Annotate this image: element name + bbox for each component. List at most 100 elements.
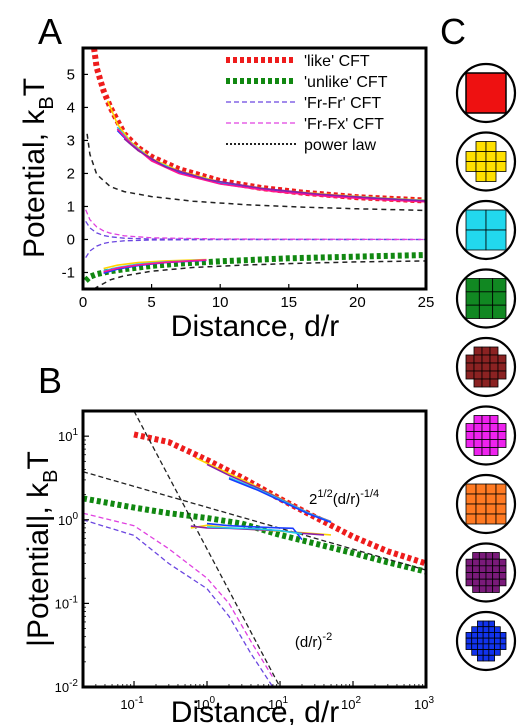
shape-cell <box>489 362 499 372</box>
shape-cell <box>498 558 507 567</box>
shape-cell <box>499 643 507 650</box>
chart-b-series-like-cft-0 <box>133 431 426 567</box>
shape-cell <box>481 362 491 372</box>
shape-cell <box>481 354 491 364</box>
chart-b-ytick-label: 10-1 <box>55 594 79 611</box>
chart-a-xtick-label: 0 <box>79 294 87 311</box>
chart-a-xtick-label: 20 <box>349 294 366 311</box>
shape-cell <box>477 654 484 662</box>
shape-cross-5 <box>455 336 517 398</box>
shape-cell <box>471 643 478 650</box>
shape-cell <box>488 643 495 650</box>
shape-cell <box>475 503 487 515</box>
shape-2x2-square <box>455 199 517 261</box>
chart-b-ytick-label: 100 <box>58 511 78 528</box>
chart-b-ylabel-main: |Potential|, k <box>22 482 55 647</box>
shape-cell <box>485 565 494 573</box>
shape-cell <box>488 637 495 645</box>
shape-cell <box>481 439 491 448</box>
shape-cell <box>478 578 487 587</box>
shape-cell <box>488 654 495 662</box>
shape-cell <box>498 578 507 587</box>
shape-cell <box>481 431 491 440</box>
chart-a-legend-label-fr-fx-cft: 'Fr-Fx' CFT <box>304 116 384 133</box>
shape-cell <box>478 278 494 293</box>
chart-a-ylabel-tail: T <box>18 78 51 96</box>
shape-cell <box>478 585 487 593</box>
shape-cell <box>473 354 483 364</box>
shape-cell <box>489 415 499 424</box>
shape-cell <box>485 513 497 525</box>
shape-cell <box>478 572 487 580</box>
chart-b-series-simulation-9 <box>228 477 332 524</box>
shape-cell <box>465 362 475 372</box>
chart-b-ytick-label: 10-2 <box>55 678 79 695</box>
chart-a-legend-label-like-cft: 'like' CFT <box>304 53 370 70</box>
shape-cell <box>485 171 497 182</box>
shape-cell <box>475 151 487 162</box>
shape-cell <box>481 346 491 356</box>
chart-b-xtick-label: 102 <box>341 695 361 712</box>
shape-cell <box>473 346 483 356</box>
shape-cell <box>499 637 507 645</box>
shape-cell <box>475 483 487 495</box>
shape-cell <box>477 632 484 639</box>
shape-cell <box>482 626 490 633</box>
shape-cell <box>485 209 507 231</box>
shape-cell <box>465 161 477 172</box>
shape-cell <box>465 439 475 448</box>
shape-cell <box>492 565 500 573</box>
shape-cell <box>497 354 507 364</box>
shape-cell <box>471 632 478 639</box>
shape-cell <box>465 291 480 306</box>
shape-cell <box>465 572 474 580</box>
shape-cell <box>492 572 500 580</box>
shape-cell <box>489 378 499 388</box>
shape-cell <box>495 513 507 525</box>
shape-cell <box>485 493 497 505</box>
shape-cell <box>465 209 487 231</box>
shape-cell <box>481 415 491 424</box>
shape-cell <box>475 141 487 152</box>
chart-a-xlabel: Distance, d/r <box>171 310 339 343</box>
shape-cell <box>465 354 475 364</box>
shape-cell <box>485 151 497 162</box>
chart-b-series-d-r-2-5 <box>133 411 281 687</box>
chart-b-xlabel: Distance, d/r <box>171 696 339 725</box>
shape-cell <box>494 649 501 656</box>
shape-cell <box>495 503 507 515</box>
chart-b-ylabel-sub: B <box>40 469 62 482</box>
shape-cell <box>473 447 483 456</box>
shape-cell <box>465 558 474 567</box>
shape-cell <box>494 637 501 645</box>
shape-cell <box>489 354 499 364</box>
chart-a-ytick-label: 4 <box>67 99 75 116</box>
shape-1x1-square <box>455 62 517 124</box>
shape-cell <box>482 620 490 628</box>
shape-cell <box>478 304 494 319</box>
shape-cell <box>471 626 478 633</box>
shape-cell <box>497 362 507 372</box>
chart-b-ytick-label: 101 <box>58 427 78 444</box>
shape-cell <box>465 72 507 114</box>
shape-cell <box>482 643 490 650</box>
chart-a-series-simulation-11 <box>123 138 426 202</box>
shape-cell <box>465 632 473 639</box>
chart-b-frame <box>81 409 428 689</box>
chart-b-annotation-1: (d/r)-2 <box>295 631 332 651</box>
shape-cell <box>472 558 480 567</box>
shape-cell <box>482 632 490 639</box>
shape-cell <box>472 552 480 560</box>
shape-column <box>455 62 517 672</box>
shape-cell <box>473 362 483 372</box>
shape-cell <box>494 626 501 633</box>
shape-cell <box>492 552 500 560</box>
shape-cell <box>489 439 499 448</box>
shape-cell <box>475 513 487 525</box>
shape-cell <box>481 423 491 432</box>
shape-cell <box>465 565 474 573</box>
shape-cell <box>488 620 495 628</box>
shape-cell <box>465 578 474 587</box>
shape-cell <box>478 552 487 560</box>
